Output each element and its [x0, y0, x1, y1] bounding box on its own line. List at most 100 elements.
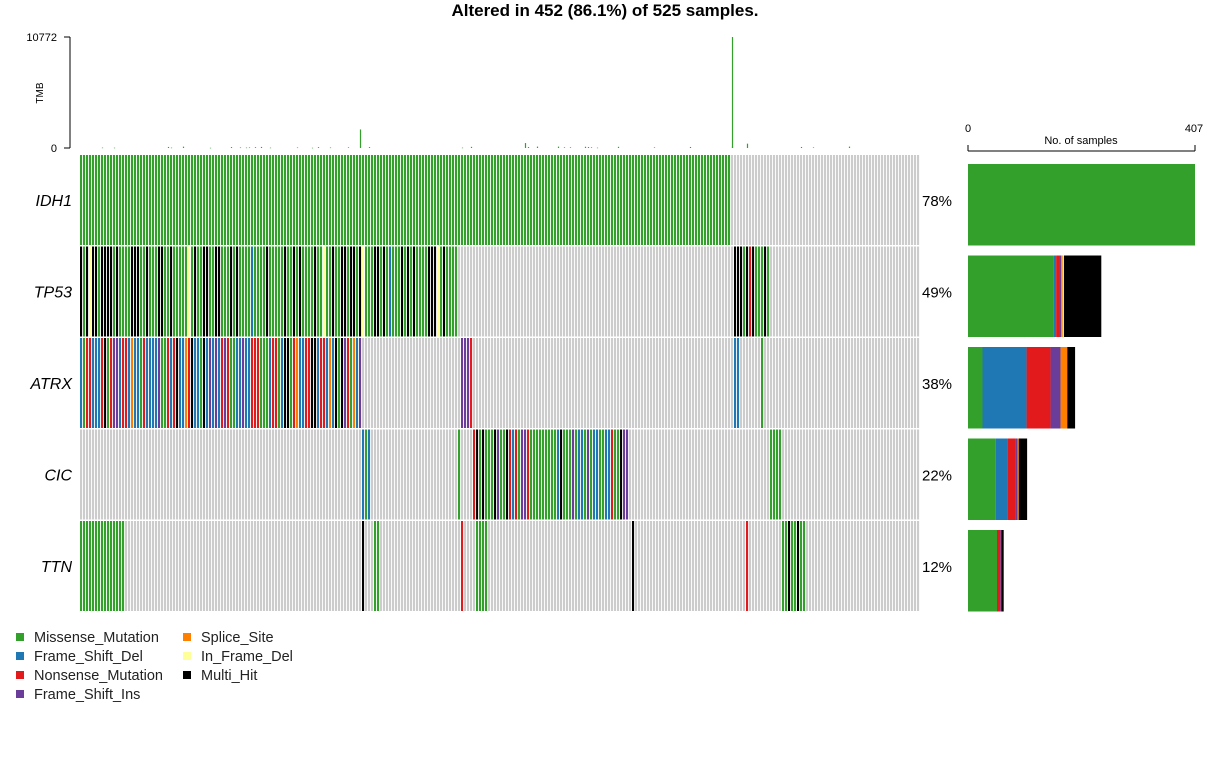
empty-cell: [713, 429, 716, 520]
empty-cell: [632, 246, 635, 337]
mutation-cell: [554, 155, 557, 245]
empty-cell: [203, 429, 206, 520]
mutation-cell: [293, 246, 296, 337]
mutation-cell: [566, 429, 569, 520]
empty-cell: [848, 246, 851, 337]
empty-cell: [344, 429, 347, 520]
empty-cell: [359, 429, 362, 520]
empty-cell: [488, 521, 491, 611]
empty-cell: [809, 246, 812, 337]
empty-cell: [797, 155, 800, 245]
mutation-cell: [338, 246, 341, 337]
empty-cell: [779, 246, 782, 337]
empty-cell: [485, 338, 488, 428]
empty-cell: [554, 521, 557, 611]
empty-cell: [527, 246, 530, 337]
empty-cell: [701, 246, 704, 337]
empty-cell: [506, 521, 509, 611]
empty-cell: [707, 521, 710, 611]
empty-cell: [695, 338, 698, 428]
empty-cell: [638, 338, 641, 428]
mutation-cell: [434, 155, 437, 245]
empty-cell: [800, 429, 803, 520]
empty-cell: [182, 429, 185, 520]
empty-cell: [905, 429, 908, 520]
mutation-cell: [719, 155, 722, 245]
empty-cell: [884, 521, 887, 611]
empty-cell: [665, 521, 668, 611]
empty-cell: [914, 246, 917, 337]
barplot-segment: [968, 347, 983, 429]
barplot-segment: [1056, 255, 1060, 337]
mutation-cell: [659, 155, 662, 245]
empty-cell: [782, 155, 785, 245]
empty-cell: [302, 429, 305, 520]
empty-cell: [704, 429, 707, 520]
empty-cell: [725, 246, 728, 337]
empty-cell: [320, 521, 323, 611]
mutation-cell: [794, 521, 797, 611]
empty-cell: [320, 429, 323, 520]
mutation-cell: [557, 429, 560, 520]
empty-cell: [674, 338, 677, 428]
mutation-cell: [539, 155, 542, 245]
empty-cell: [620, 521, 623, 611]
mutation-cell: [164, 155, 167, 245]
mutation-cell: [737, 338, 740, 428]
empty-cell: [179, 521, 182, 611]
empty-cell: [500, 246, 503, 337]
mutation-cell: [545, 429, 548, 520]
empty-cell: [869, 429, 872, 520]
mutation-cell: [593, 155, 596, 245]
mutation-cell: [377, 246, 380, 337]
empty-cell: [557, 246, 560, 337]
mutation-cell: [98, 338, 101, 428]
mutation-cell: [611, 429, 614, 520]
empty-cell: [635, 338, 638, 428]
empty-cell: [191, 429, 194, 520]
empty-cell: [875, 429, 878, 520]
mutation-cell: [86, 155, 89, 245]
empty-cell: [482, 338, 485, 428]
mutation-cell: [422, 155, 425, 245]
mutation-cell: [518, 155, 521, 245]
empty-cell: [161, 521, 164, 611]
empty-cell: [410, 338, 413, 428]
empty-cell: [566, 338, 569, 428]
empty-cell: [344, 521, 347, 611]
empty-cell: [899, 338, 902, 428]
mutation-cell: [368, 155, 371, 245]
mutation-cell: [239, 338, 242, 428]
empty-cell: [659, 521, 662, 611]
mutation-cell: [473, 155, 476, 245]
gene-percent-label: 38%: [922, 376, 952, 393]
empty-cell: [821, 429, 824, 520]
empty-cell: [521, 338, 524, 428]
empty-cell: [428, 338, 431, 428]
mutation-cell: [533, 429, 536, 520]
mutation-cell: [290, 155, 293, 245]
mutation-cell: [98, 521, 101, 611]
mutation-cell: [191, 246, 194, 337]
mutation-cell: [431, 155, 434, 245]
mutation-cell: [275, 338, 278, 428]
mutation-cell: [119, 246, 122, 337]
empty-cell: [353, 429, 356, 520]
mutation-cell: [92, 338, 95, 428]
mutation-cell: [278, 246, 281, 337]
empty-cell: [857, 246, 860, 337]
empty-cell: [560, 521, 563, 611]
empty-cell: [725, 521, 728, 611]
empty-cell: [203, 521, 206, 611]
barplot-axis: 0 407 No. of samples: [965, 123, 1203, 152]
empty-cell: [563, 521, 566, 611]
tmb-bar: [245, 147, 248, 149]
empty-cell: [611, 338, 614, 428]
empty-cell: [650, 521, 653, 611]
mutation-cell: [119, 338, 122, 428]
mutation-cell: [470, 338, 473, 428]
mutation-cell: [128, 155, 131, 245]
empty-cell: [146, 521, 149, 611]
mutation-cell: [155, 338, 158, 428]
mutation-cell: [431, 246, 434, 337]
